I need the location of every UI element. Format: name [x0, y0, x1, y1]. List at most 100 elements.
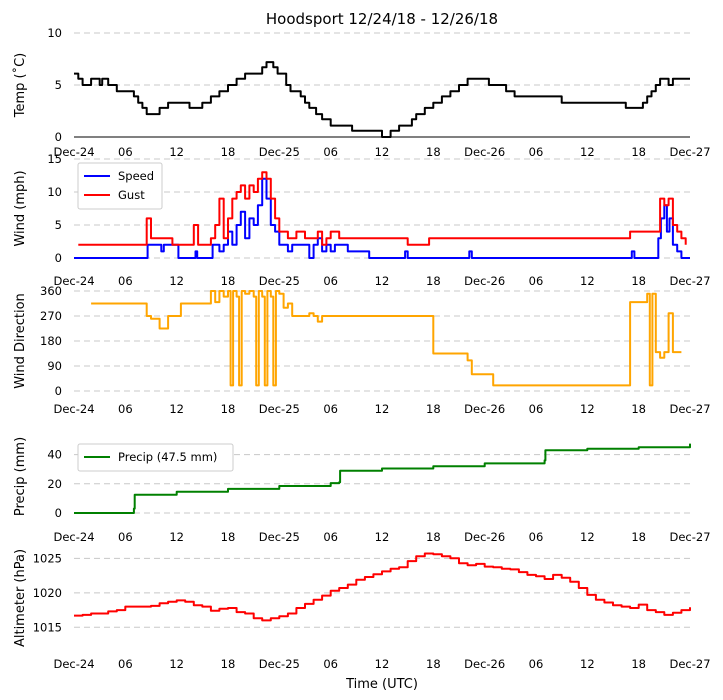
x-tick-label: Dec-27	[669, 402, 710, 416]
series-line-gust	[78, 171, 687, 246]
x-tick-label: Dec-27	[669, 530, 710, 544]
panel-5: 1015 1020 1025 Dec-24 06 12 18 Dec-25 06 12 18 Dec-…	[13, 549, 711, 692]
x-tick-label: 18	[426, 145, 441, 159]
x-tick-label: 06	[118, 402, 133, 416]
y-tick-label: 5	[55, 218, 62, 232]
x-tick-label: Dec-25	[259, 274, 300, 288]
x-tick-label: 18	[631, 274, 646, 288]
y-axis-label: Temp (˚C)	[12, 53, 28, 119]
y-tick-label: 180	[40, 334, 62, 348]
x-tick-label: 18	[426, 402, 441, 416]
x-tick-label: 18	[631, 657, 646, 671]
x-tick-label: 12	[169, 657, 184, 671]
x-tick-label: Dec-25	[259, 530, 300, 544]
x-tick-label: 06	[323, 402, 338, 416]
x-tick-label: Dec-26	[464, 530, 505, 544]
x-tick-label: Dec-25	[259, 402, 300, 416]
x-tick-label: 18	[221, 530, 236, 544]
x-tick-label: 12	[375, 145, 390, 159]
panel-1: 0 5 10 Dec-24 06 12 18 Dec-25 06 12 18 Dec-26 06 12 18…	[12, 10, 711, 159]
x-tick-label: 06	[529, 530, 544, 544]
y-tick-label: 360	[40, 284, 62, 298]
x-tick-label: Dec-24	[53, 274, 94, 288]
x-tick-label: 12	[375, 274, 390, 288]
x-tick-label: Dec-26	[464, 145, 505, 159]
x-tick-label: Dec-24	[53, 657, 94, 671]
x-tick-label: 06	[323, 145, 338, 159]
x-tick-label: 06	[118, 274, 133, 288]
x-tick-label: 12	[580, 145, 595, 159]
x-tick-label: 12	[169, 530, 184, 544]
y-tick-label: 20	[47, 477, 62, 491]
x-tick-label: 18	[426, 657, 441, 671]
legend-label: Gust	[118, 188, 145, 202]
x-tick-label: Dec-25	[259, 145, 300, 159]
x-tick-label: 06	[529, 145, 544, 159]
x-tick-label: Dec-27	[669, 274, 710, 288]
y-axis-label: Wind (mph)	[13, 170, 28, 246]
legend-box	[77, 162, 163, 210]
legend-label: Speed	[118, 169, 154, 183]
y-axis-label: Altimeter (hPa)	[13, 549, 28, 647]
x-tick-label: 18	[426, 530, 441, 544]
x-tick-label: 12	[169, 402, 184, 416]
x-tick-label: Dec-26	[464, 657, 505, 671]
x-tick-label: 18	[221, 402, 236, 416]
y-tick-label: 0	[55, 130, 62, 144]
x-tick-label: Dec-27	[669, 145, 710, 159]
x-tick-label: 06	[529, 402, 544, 416]
y-tick-label: 90	[47, 359, 62, 373]
panel-2: 0 5 10 15 Dec-24 06 12 18 Dec-25 06 12 18 Dec-26 06 12…	[13, 152, 711, 288]
x-tick-label: 12	[169, 145, 184, 159]
x-tick-label: 06	[118, 657, 133, 671]
x-tick-label: 12	[580, 274, 595, 288]
x-tick-label: 18	[631, 145, 646, 159]
x-tick-label: 18	[221, 274, 236, 288]
y-axis-label: Precip (mm)	[13, 437, 28, 516]
x-tick-label: Dec-24	[53, 530, 94, 544]
legend-label: Precip (47.5 mm)	[118, 450, 217, 464]
x-tick-label: 06	[118, 530, 133, 544]
legend: Precip (47.5 mm)	[77, 443, 234, 472]
x-tick-label: 06	[118, 145, 133, 159]
x-tick-label: Dec-26	[464, 402, 505, 416]
x-tick-label: 12	[580, 657, 595, 671]
panel-4: 0 20 40 Dec-24 06 12 18 Dec-25 06 12 18 Dec-26 06 12 1…	[13, 437, 711, 544]
x-tick-label: 12	[169, 274, 184, 288]
x-tick-label: 06	[529, 274, 544, 288]
x-tick-label: 18	[631, 402, 646, 416]
y-tick-label: 40	[47, 448, 62, 462]
x-tick-label: Dec-24	[53, 402, 94, 416]
series-line-speed	[74, 177, 690, 259]
x-axis-label: Time (UTC)	[345, 677, 418, 692]
series-line-panel-3	[91, 290, 682, 387]
y-tick-label: 1020	[33, 586, 62, 600]
y-tick-label: 1025	[33, 551, 62, 565]
y-tick-label: 270	[40, 309, 62, 323]
x-tick-label: Dec-24	[53, 145, 94, 159]
series-line-panel-1	[74, 61, 690, 138]
series-line-precip-47-5-mm-	[74, 443, 691, 514]
y-tick-label: 10	[47, 26, 62, 40]
chart-title: Hoodsport 12/24/18 - 12/26/18	[266, 10, 498, 28]
x-tick-label: 18	[221, 657, 236, 671]
x-tick-label: 06	[323, 274, 338, 288]
x-tick-label: 12	[375, 530, 390, 544]
x-tick-label: 18	[631, 530, 646, 544]
x-tick-label: 18	[426, 274, 441, 288]
x-tick-label: 12	[375, 402, 390, 416]
legend: Speed Gust	[77, 162, 163, 210]
x-tick-label: 18	[221, 145, 236, 159]
y-axis-label: Wind Direction	[13, 293, 28, 389]
panel-3: 0 90 180 270 360 Dec-24 06 12 18 Dec-25 06 12 18 Dec-…	[13, 284, 711, 416]
x-tick-label: Dec-25	[259, 657, 300, 671]
legend-box	[77, 443, 234, 472]
y-tick-label: 1015	[33, 620, 62, 634]
y-tick-label: 10	[47, 185, 62, 199]
x-tick-label: 12	[375, 657, 390, 671]
x-tick-label: 12	[580, 530, 595, 544]
y-tick-label: 5	[55, 78, 62, 92]
series-line-panel-5	[74, 552, 691, 622]
x-tick-label: Dec-27	[669, 657, 710, 671]
